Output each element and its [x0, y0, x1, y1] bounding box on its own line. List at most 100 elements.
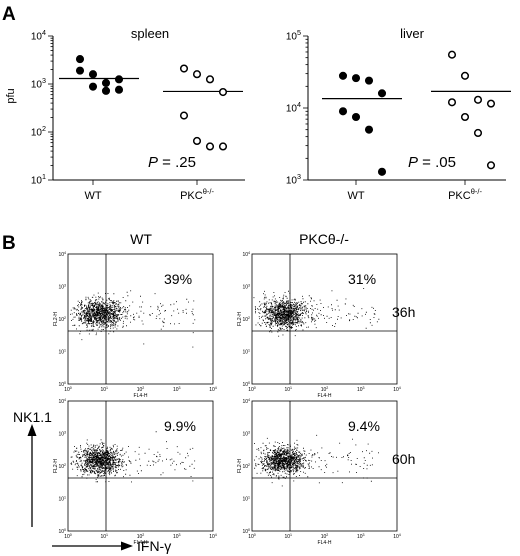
- flow-ytick-label: 104: [242, 398, 250, 405]
- spleen-point-0-5: [88, 82, 98, 91]
- spleen-point-1-4: [179, 111, 189, 120]
- flow-ytick-label: 100: [242, 528, 250, 535]
- spleen-ylabel: pfu: [5, 88, 17, 103]
- spleen-point-0-1: [88, 70, 98, 79]
- spleen-pvalue-p: P: [148, 154, 158, 171]
- liver-point-1-2: [473, 95, 483, 104]
- flow-ytick-label: 102: [242, 463, 250, 470]
- liver-ytick-label-0: 103: [286, 172, 301, 187]
- spleen-point-0-7: [114, 85, 124, 94]
- flow-ytick-label: 104: [242, 251, 250, 258]
- flow-events: [254, 434, 379, 487]
- liver-point-0-7: [377, 167, 387, 176]
- spleen-point-0-3: [114, 75, 124, 84]
- flow-x-axis-label: FL4-H: [134, 540, 148, 546]
- flow-ytick-label: 102: [58, 463, 66, 470]
- flow-plot-frame: [67, 253, 214, 385]
- flow-ytick-label: 103: [58, 283, 66, 290]
- spleen-title: spleen: [131, 26, 169, 41]
- flow-xtick-label: 104: [209, 386, 217, 393]
- spleen-point-0-4: [75, 66, 85, 75]
- flow-y-axis-label: FL2-H: [53, 312, 59, 326]
- flow-y-axis-label: FL2-H: [53, 459, 59, 473]
- nk-marker-label: NK1.1: [13, 409, 52, 425]
- flow-plot-1-1: 9.4% 100 101 102 103 104 100 101 102 103 104 FL4-H F…: [237, 398, 401, 546]
- spleen-point-1-7: [218, 142, 228, 151]
- flow-xtick-label: 104: [393, 386, 401, 393]
- spleen-point-0-0: [75, 55, 85, 64]
- flow-ytick-label: 101: [242, 348, 250, 355]
- flow-plot-frame: [67, 400, 214, 532]
- flow-ytick-label: 100: [242, 381, 250, 388]
- spleen-point-1-5: [192, 136, 202, 146]
- spleen-ytick-label-0: 101: [31, 172, 46, 187]
- liver-pvalue-text: = .05: [418, 154, 456, 171]
- spleen-xtick-label-0: WT: [84, 190, 101, 202]
- flow-xtick-label: 104: [209, 533, 217, 540]
- flow-ytick-label: 101: [58, 495, 66, 502]
- flow-xtick-label: 103: [173, 386, 181, 393]
- liver-xtick-label-1: PKCθ-/-: [448, 187, 482, 202]
- flow-row-label-60h: 60h: [392, 451, 415, 467]
- nk-arrow: [27, 424, 37, 527]
- liver-point-0-3: [377, 89, 387, 98]
- liver-xtick-label-0: WT: [347, 190, 364, 202]
- spleen-pvalue-text: = .25: [158, 154, 196, 171]
- flow-xtick-label: 102: [321, 533, 329, 540]
- spleen-ytick-label-2: 103: [31, 76, 46, 91]
- liver-point-0-5: [351, 112, 361, 122]
- flow-xtick-label: 100: [64, 533, 72, 540]
- flow-row-label-36h: 36h: [392, 304, 415, 320]
- flow-xtick-label: 103: [357, 533, 365, 540]
- flow-xtick-label: 100: [248, 533, 256, 540]
- liver-point-0-6: [364, 125, 374, 134]
- liver-point-1-0: [447, 50, 457, 59]
- spleen-pvalue: P = .25: [148, 154, 196, 171]
- spleen-point-1-6: [205, 142, 215, 151]
- flow-events: [70, 431, 196, 483]
- spleen-point-0-6: [101, 86, 111, 95]
- flow-plot-1-0: 9.9% 100 101 102 103 104 100 101 102 103 104 FL4-H F…: [53, 398, 217, 546]
- flow-xtick-label: 102: [137, 386, 145, 393]
- flow-x-axis-label: FL4-H: [134, 393, 148, 399]
- liver-point-1-6: [473, 128, 483, 138]
- spleen-point-1-3: [218, 87, 228, 97]
- panel-label-a: A: [2, 4, 16, 25]
- panel-label-b: B: [2, 233, 16, 254]
- spleen-chart: spleen pfu 101 102 103 104 WT PKCθ-/- P = .2…: [5, 26, 245, 202]
- liver-point-0-4: [338, 107, 348, 116]
- liver-point-1-3: [486, 99, 496, 108]
- flow-xtick-label: 102: [137, 533, 145, 540]
- flow-xtick-label: 101: [100, 386, 108, 393]
- flow-col-header-wt: WT: [130, 231, 152, 247]
- ifn-marker-label: IFN-γ: [137, 538, 171, 554]
- liver-point-1-4: [447, 98, 457, 107]
- flow-ytick-label: 104: [58, 251, 66, 258]
- ifn-arrow: [52, 541, 133, 551]
- spleen-point-1-1: [192, 70, 202, 79]
- flow-xtick-label: 104: [393, 533, 401, 540]
- flow-xtick-label: 100: [248, 386, 256, 393]
- flow-ytick-label: 103: [58, 430, 66, 437]
- liver-point-1-5: [460, 112, 470, 122]
- flow-percentage: 31%: [348, 271, 376, 287]
- flow-xtick-label: 101: [100, 533, 108, 540]
- liver-point-0-2: [364, 76, 374, 85]
- flow-plot-0-0: 39% 100 101 102 103 104 100 101 102 103 104 FL4-H FL…: [53, 251, 217, 399]
- flow-events: [253, 288, 380, 337]
- flow-events: [70, 290, 196, 348]
- flow-ytick-label: 103: [242, 283, 250, 290]
- spleen-ytick-label-3: 104: [31, 28, 46, 43]
- spleen-point-0-2: [101, 78, 111, 88]
- flow-x-axis-label: FL4-H: [318, 393, 332, 399]
- flow-xtick-label: 101: [284, 533, 292, 540]
- liver-pvalue: P = .05: [408, 154, 456, 171]
- flow-y-axis-label: FL2-H: [237, 312, 243, 326]
- flow-x-axis-label: FL4-H: [318, 540, 332, 546]
- flow-plot-frame: [251, 400, 398, 532]
- flow-xtick-label: 103: [173, 533, 181, 540]
- liver-title: liver: [400, 26, 425, 41]
- liver-chart: liver 103 104 105 WT PKCθ-/- P = .05: [286, 26, 511, 202]
- liver-pvalue-p: P: [408, 154, 418, 171]
